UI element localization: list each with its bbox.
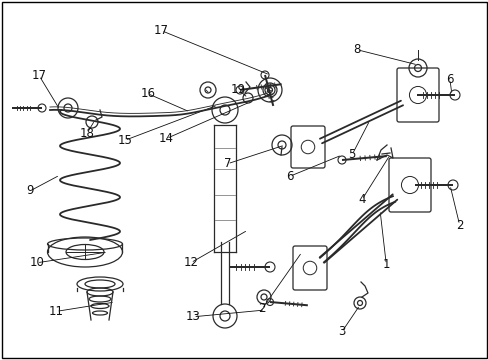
Text: 2: 2 [258,302,265,315]
Text: 6: 6 [445,73,453,86]
Text: 3: 3 [338,325,346,338]
Text: 18: 18 [80,127,94,140]
Text: 15: 15 [117,134,132,147]
Text: 6: 6 [285,170,293,183]
Text: 5: 5 [347,148,355,161]
Text: 19: 19 [230,83,245,96]
Text: 11: 11 [49,305,63,318]
Text: 2: 2 [455,219,463,231]
Text: 17: 17 [154,24,168,37]
Text: 4: 4 [357,193,365,206]
Text: 1: 1 [382,258,389,271]
Text: 16: 16 [140,87,155,100]
Text: 13: 13 [185,310,200,323]
Text: 10: 10 [29,256,44,269]
Text: 17: 17 [32,69,46,82]
Text: 8: 8 [352,43,360,56]
Text: 12: 12 [183,256,198,269]
Text: 7: 7 [223,157,231,170]
Text: 9: 9 [26,184,34,197]
Text: 14: 14 [159,132,173,145]
